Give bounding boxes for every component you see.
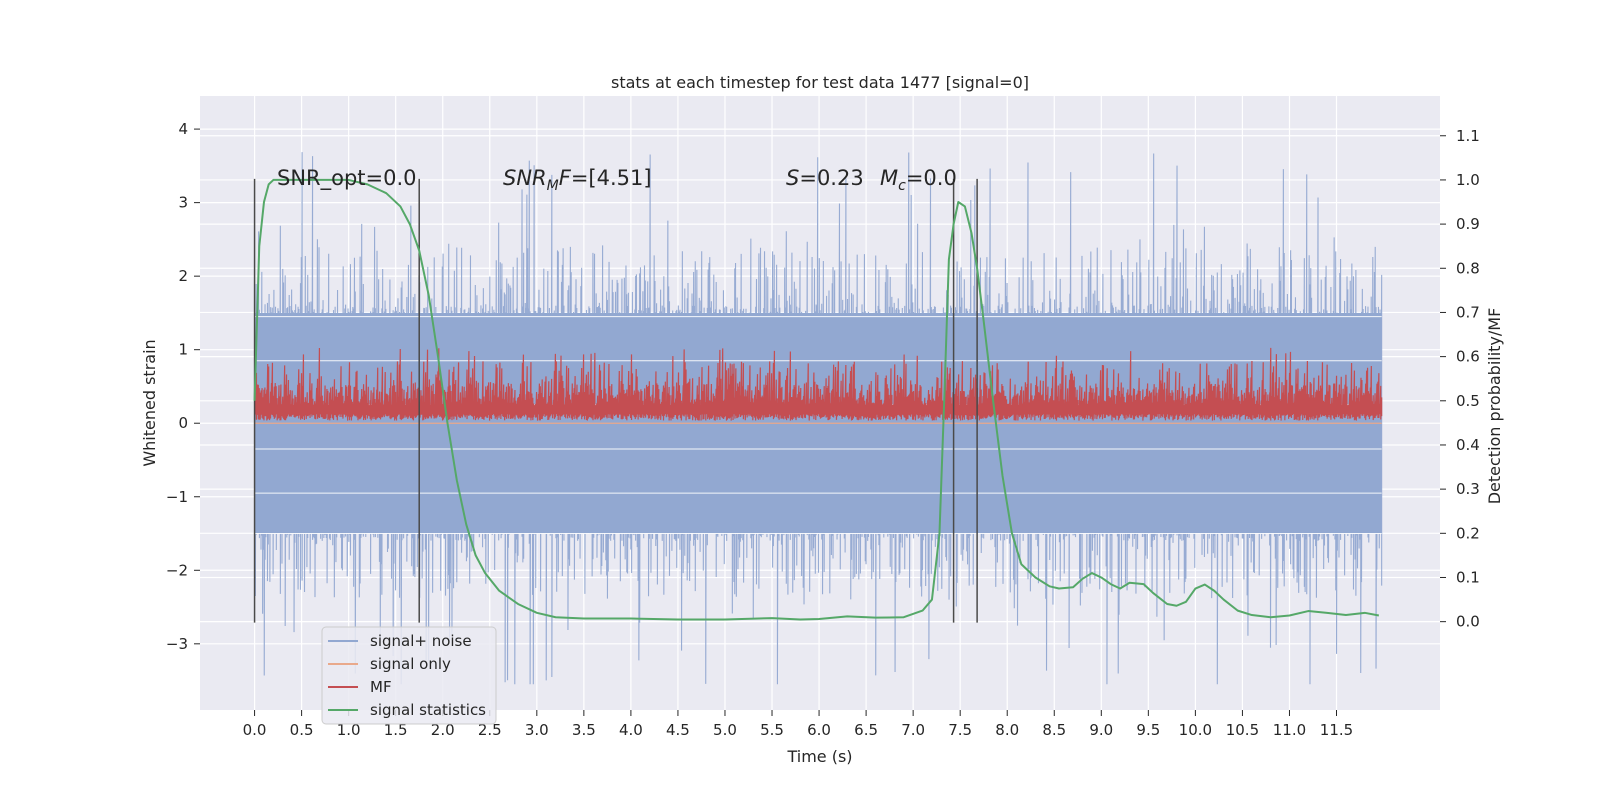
- x-tick-label: 7.0: [901, 721, 925, 739]
- legend-label-signal-statistics: signal statistics: [370, 701, 486, 719]
- y-tick-label-right: 0.4: [1456, 436, 1480, 454]
- legend-label-signal-only: signal only: [370, 655, 451, 673]
- y-tick-label-left: 0: [178, 414, 188, 432]
- annotation-snr-mf: SNRMF=[4.51]: [503, 166, 652, 194]
- annotation-snr-mf-subscript: M: [547, 178, 559, 194]
- y-tick-label-right: 0.2: [1456, 524, 1480, 542]
- legend-label-mf: MF: [370, 678, 392, 696]
- x-tick-label: 0.5: [290, 721, 314, 739]
- y-tick-label-right: 0.8: [1456, 259, 1480, 277]
- x-tick-label: 3.0: [525, 721, 549, 739]
- x-tick-label: 6.0: [807, 721, 831, 739]
- y-axis-label-left: Whitened strain: [140, 339, 159, 466]
- y-tick-label-left: 1: [178, 341, 188, 359]
- x-tick-label: 8.5: [1042, 721, 1066, 739]
- x-tick-label: 9.0: [1089, 721, 1113, 739]
- x-tick-label: 1.5: [384, 721, 408, 739]
- annotation-snr-mf-value: =[4.51]: [571, 166, 652, 190]
- x-tick-label: 5.0: [713, 721, 737, 739]
- x-tick-label: 8.0: [995, 721, 1019, 739]
- annotation-snr-mf-symbol: SNR: [503, 166, 547, 190]
- y-tick-label-right: 0.6: [1456, 348, 1480, 366]
- x-tick-label: 6.5: [854, 721, 878, 739]
- y-tick-label-right: 1.1: [1456, 127, 1480, 145]
- legend-label-signal-noise: signal+ noise: [370, 632, 472, 650]
- x-tick-label: 5.5: [760, 721, 784, 739]
- y-tick-label-right: 0.1: [1456, 568, 1480, 586]
- annotation-s-symbol: S: [786, 166, 799, 190]
- mf-series: [253, 347, 1383, 421]
- y-tick-label-left: −3: [166, 635, 188, 653]
- signal-statistics-line: [253, 178, 1380, 621]
- annotation-s: S=0.23: [786, 166, 864, 190]
- x-tick-label: 4.0: [619, 721, 643, 739]
- legend-box: [321, 626, 497, 725]
- x-tick-label: 2.0: [431, 721, 455, 739]
- y-axis-label-right: Detection probability/MF: [1485, 308, 1504, 505]
- y-tick-label-right: 0.7: [1456, 303, 1480, 321]
- y-tick-label-right: 0.5: [1456, 392, 1480, 410]
- y-tick-label-left: −2: [166, 561, 188, 579]
- x-tick-label: 9.5: [1136, 721, 1160, 739]
- y-tick-label-right: 0.3: [1456, 480, 1480, 498]
- y-tick-label-left: 3: [178, 194, 188, 212]
- legend: signal+ noise signal only MF signal stat…: [321, 626, 497, 725]
- annotation-mc-value: =0.0: [906, 166, 957, 190]
- x-tick-label: 11.0: [1273, 721, 1306, 739]
- y-tick-label-left: 2: [178, 267, 188, 285]
- signal-statistics-series: [253, 178, 1380, 621]
- annotation-snr-opt: SNR_opt=0.0: [277, 166, 417, 191]
- x-tick-label: 10.5: [1226, 721, 1259, 739]
- annotation-mc: Mc=0.0: [880, 166, 957, 194]
- annotation-mc-symbol: M: [880, 166, 898, 190]
- x-tick-label: 2.5: [478, 721, 502, 739]
- x-tick-label: 0.0: [243, 721, 267, 739]
- x-tick-label: 4.5: [666, 721, 690, 739]
- mf-line: [253, 347, 1383, 421]
- right-y-axis-ticks: 1.1 1.0 0.9 0.8 0.7 0.6 0.5 0.4 0.3 0.2 0.1 0.0: [1440, 127, 1480, 631]
- y-tick-label-right: 1.0: [1456, 171, 1480, 189]
- x-tick-label: 3.5: [572, 721, 596, 739]
- x-tick-label: 11.5: [1320, 721, 1353, 739]
- annotation-snr-mf-symbol-rest: F: [559, 166, 572, 190]
- y-tick-label-right: 0.0: [1456, 613, 1480, 631]
- x-axis-ticks: 0.0 0.5 1.0 1.5 2.0 2.5 3.0 3.5 4.0 4.5 5.0 5.5 6.0 6…: [243, 710, 1353, 739]
- left-y-axis-ticks: 4 3 2 1 0 −1 −2 −3: [166, 120, 200, 653]
- x-tick-label: 1.0: [337, 721, 361, 739]
- y-tick-label-right: 0.9: [1456, 215, 1480, 233]
- x-axis-label: Time (s): [786, 747, 852, 766]
- y-tick-label-left: 4: [178, 120, 188, 138]
- y-tick-label-left: −1: [166, 488, 188, 506]
- x-tick-label: 7.5: [948, 721, 972, 739]
- chart-title: stats at each timestep for test data 147…: [611, 73, 1029, 92]
- annotation-mc-subscript: c: [898, 178, 906, 194]
- annotation-s-value: =0.23: [799, 166, 863, 190]
- x-tick-label: 10.0: [1179, 721, 1212, 739]
